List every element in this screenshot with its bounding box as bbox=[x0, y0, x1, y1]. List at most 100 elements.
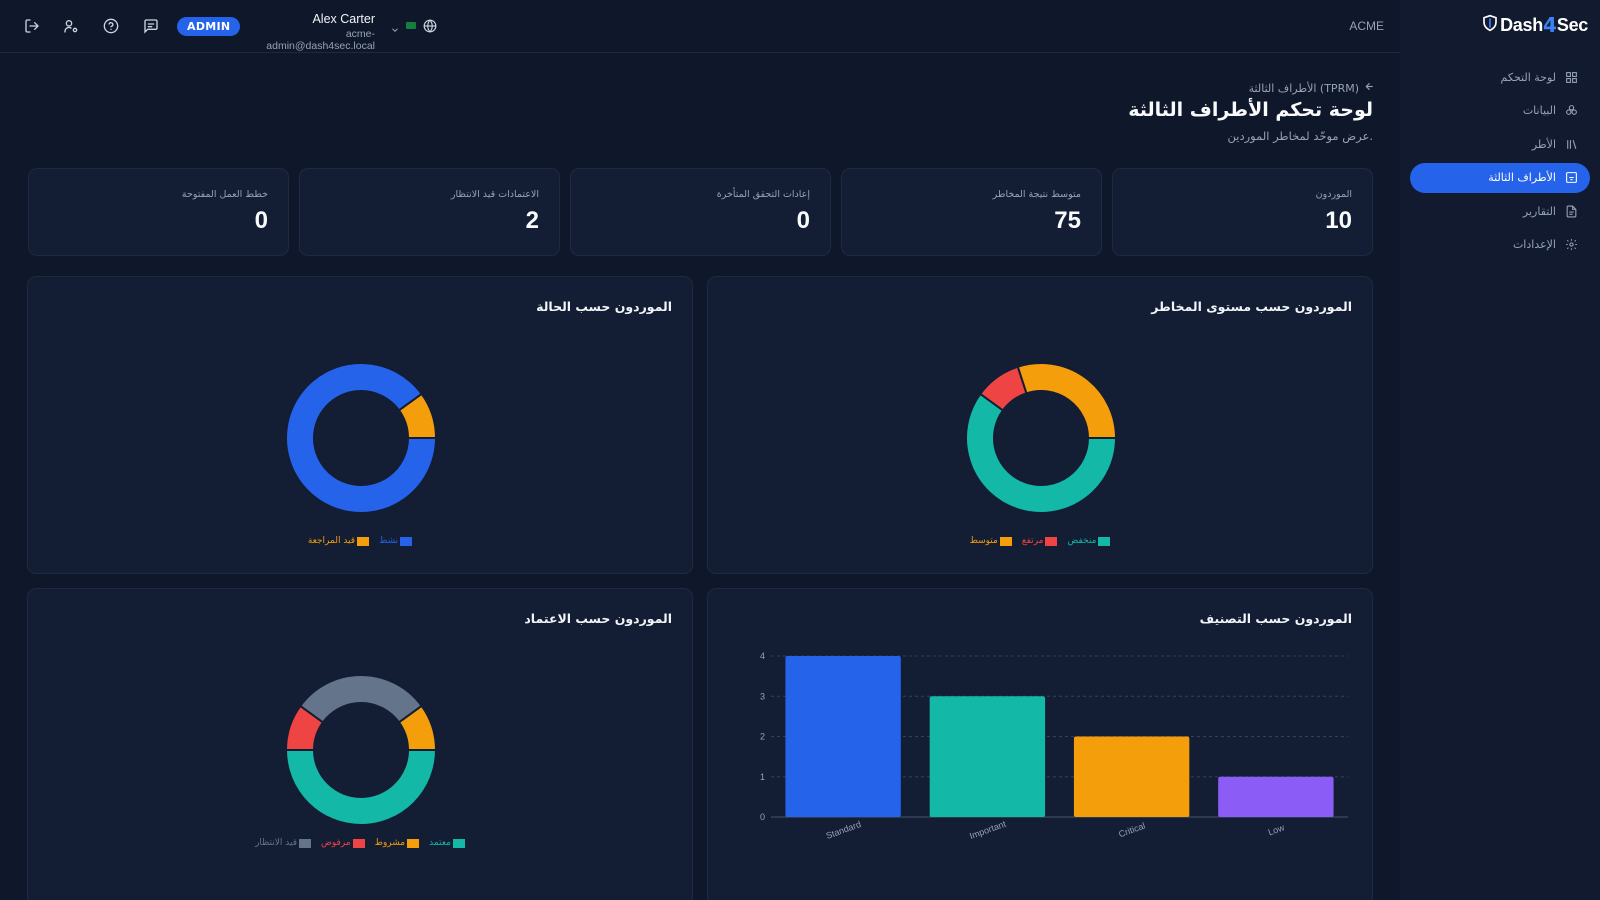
kpi-value: 0 bbox=[796, 207, 810, 234]
chart-panel-classification: الموردون حسب التصنيف 0 1 2 3 4 Standard Import… bbox=[707, 588, 1373, 900]
legend-label: منخفض bbox=[1067, 536, 1097, 546]
legend-label: مشروط bbox=[374, 838, 406, 848]
sidebar-item-dashboard[interactable]: لوحة التحكم bbox=[1410, 62, 1590, 92]
pie-slice[interactable] bbox=[1016, 362, 1118, 439]
flag-icon[interactable] bbox=[406, 22, 416, 29]
legend-swatch bbox=[1098, 536, 1111, 546]
chart-title: الموردون حسب الحالة bbox=[536, 299, 672, 314]
breadcrumb-label: الأطراف الثالثة (TPRM) bbox=[1248, 81, 1359, 95]
sidebar-item-third-parties[interactable]: الأطراف الثالثة bbox=[1410, 162, 1590, 193]
sidebar-item-settings[interactable]: الإعدادات bbox=[1410, 230, 1590, 260]
data-icon bbox=[1564, 104, 1578, 118]
pie-slice[interactable] bbox=[397, 704, 438, 751]
legend-label: معتمد bbox=[429, 838, 451, 848]
library-icon bbox=[1564, 137, 1578, 151]
y-tick-label: 0 bbox=[760, 812, 765, 822]
pie-slice[interactable] bbox=[397, 392, 438, 439]
app-logo[interactable]: Dash 4 Sec bbox=[1482, 13, 1588, 37]
pie-slice[interactable] bbox=[285, 362, 438, 514]
kpi-label: خطط العمل المفتوحة bbox=[181, 189, 268, 200]
user-name[interactable]: Alex Carter bbox=[312, 12, 375, 26]
user-settings-icon[interactable] bbox=[60, 15, 82, 37]
chart-legend: نشط قيد المراجعة bbox=[28, 536, 692, 546]
legend-item[interactable]: نشط bbox=[379, 536, 413, 546]
kpi-value: 75 bbox=[1054, 207, 1081, 234]
chart-panel-approval: الموردون حسب الاعتماد معتمد مشروط مرفوض قيد… bbox=[27, 588, 693, 900]
sidebar-item-data[interactable]: البيانات bbox=[1410, 96, 1590, 126]
globe-icon[interactable] bbox=[423, 18, 437, 37]
legend-label: قيد المراجعة bbox=[307, 536, 356, 546]
kpi-label: الموردون bbox=[1315, 189, 1352, 200]
chart-legend: معتمد مشروط مرفوض قيد الانتظار bbox=[28, 838, 692, 848]
x-tick-label: Important bbox=[968, 819, 1008, 842]
sidebar-item-reports[interactable]: التقارير bbox=[1410, 196, 1590, 226]
legend-item[interactable]: معتمد bbox=[429, 838, 465, 848]
sidebar-item-frameworks[interactable]: الأطر bbox=[1410, 129, 1590, 159]
kpi-value: 2 bbox=[525, 207, 539, 234]
legend-item[interactable]: منخفض bbox=[1067, 536, 1111, 546]
legend-item[interactable]: مرفوض bbox=[321, 838, 365, 848]
user-email: acme-admin@dash4sec.local bbox=[266, 28, 375, 52]
legend-swatch bbox=[352, 838, 365, 848]
x-tick-label: Critical bbox=[1117, 821, 1146, 840]
pie-slice[interactable] bbox=[965, 392, 1118, 514]
gear-icon bbox=[1564, 238, 1578, 252]
kpi-card-vendors: الموردون 10 bbox=[1112, 168, 1373, 256]
legend-label: مرتفع bbox=[1021, 536, 1044, 546]
chart-legend: منخفض مرتفع متوسط bbox=[708, 536, 1372, 546]
legend-label: مرفوض bbox=[321, 838, 351, 848]
x-tick-label: Standard bbox=[825, 819, 863, 841]
chart-title: الموردون حسب الاعتماد bbox=[524, 611, 672, 626]
help-icon[interactable] bbox=[100, 15, 122, 37]
chart-panel-status: الموردون حسب الحالة نشط قيد المراجعة bbox=[27, 276, 693, 574]
legend-item[interactable]: مشروط bbox=[375, 838, 420, 848]
page-title: لوحة تحكم الأطراف الثالثة bbox=[1128, 99, 1373, 121]
legend-swatch bbox=[400, 536, 413, 546]
bar[interactable] bbox=[1218, 776, 1334, 817]
chart-classification: 0 1 2 3 4 Standard Important Critical Low bbox=[760, 651, 1348, 842]
legend-swatch bbox=[357, 536, 370, 546]
legend-item[interactable]: مرتفع bbox=[1022, 536, 1058, 546]
legend-swatch bbox=[999, 536, 1012, 546]
sidebar-nav: لوحة التحكم البيانات الأطر الأطراف الثال… bbox=[1410, 62, 1590, 263]
chart-panel-risk-level: الموردون حسب مستوى المخاطر منخفض مرتفع متو… bbox=[707, 276, 1373, 574]
document-icon bbox=[1564, 204, 1578, 218]
chart-status bbox=[285, 362, 438, 514]
pie-slice[interactable] bbox=[298, 674, 424, 724]
grid-icon bbox=[1564, 70, 1578, 84]
page-subtitle: عرض موحّد لمخاطر الموردين. bbox=[1227, 129, 1373, 143]
logo-text-bolt: 4 bbox=[1542, 13, 1557, 37]
bar[interactable] bbox=[929, 696, 1046, 817]
kpi-label: متوسط نتيجة المخاطر bbox=[992, 189, 1081, 200]
legend-item[interactable]: قيد الانتظار bbox=[255, 838, 311, 848]
kpi-card-pending-approvals: الاعتمادات قيد الانتظار 2 bbox=[299, 168, 560, 256]
bar[interactable] bbox=[1073, 736, 1190, 818]
legend-label: قيد الانتظار bbox=[255, 838, 297, 848]
kpi-label: إعادات التحقق المتأخرة bbox=[716, 189, 810, 200]
logo-text-dash: Dash bbox=[1500, 14, 1543, 35]
pie-slice[interactable] bbox=[284, 749, 438, 826]
logout-icon[interactable] bbox=[21, 15, 43, 37]
sidebar-item-label: الأطراف الثالثة bbox=[1488, 171, 1556, 184]
kpi-card-overdue-reverifications: إعادات التحقق المتأخرة 0 bbox=[570, 168, 831, 256]
building-icon bbox=[1564, 171, 1578, 185]
breadcrumb[interactable]: الأطراف الثالثة (TPRM) bbox=[1249, 81, 1375, 95]
role-badge: ADMIN bbox=[177, 17, 241, 36]
kpi-label: الاعتمادات قيد الانتظار bbox=[450, 189, 539, 200]
logo-text-sec: Sec bbox=[1556, 14, 1588, 35]
chart-title: الموردون حسب التصنيف bbox=[1199, 611, 1352, 626]
tenant-name: ACME bbox=[1349, 19, 1384, 33]
sidebar-item-label: لوحة التحكم bbox=[1500, 70, 1556, 84]
legend-item[interactable]: قيد المراجعة bbox=[307, 536, 370, 546]
legend-item[interactable]: متوسط bbox=[970, 536, 1012, 546]
messages-icon[interactable] bbox=[140, 15, 162, 37]
bar[interactable] bbox=[785, 656, 901, 817]
sidebar-item-label: البيانات bbox=[1522, 104, 1556, 117]
x-tick-label: Low bbox=[1267, 822, 1286, 837]
legend-label: نشط bbox=[379, 536, 399, 546]
arrow-left-icon bbox=[1364, 81, 1375, 95]
shield-logo-icon bbox=[1482, 14, 1498, 36]
chart-approval bbox=[284, 674, 438, 826]
kpi-card-open-action-plans: خطط العمل المفتوحة 0 bbox=[28, 168, 289, 256]
chevron-down-icon[interactable] bbox=[390, 20, 400, 39]
